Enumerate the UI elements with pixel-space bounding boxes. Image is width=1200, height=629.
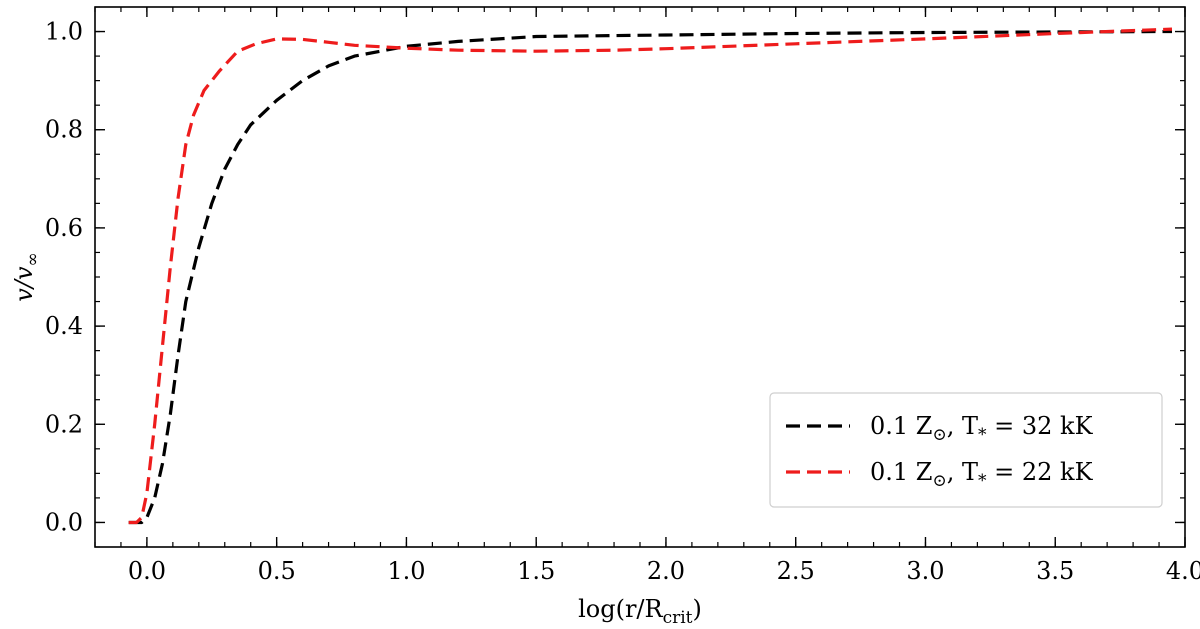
x-tick-label: 2.5 <box>777 557 815 585</box>
x-tick-label: 1.0 <box>387 557 425 585</box>
legend: 0.1 Z⊙, T* = 32 kK 0.1 Z⊙, T* = 22 kK <box>769 392 1163 508</box>
legend-label-2: 0.1 Z⊙, T* = 22 kK <box>870 458 1094 491</box>
y-axis-label: v/v∞ <box>10 252 43 301</box>
x-tick-label: 4.0 <box>1166 557 1200 585</box>
x-tick-label: 1.5 <box>517 557 555 585</box>
y-tick-label: 0.4 <box>45 312 83 340</box>
x-tick-label: 3.0 <box>906 557 944 585</box>
y-tick-label: 0.8 <box>45 116 83 144</box>
x-tick-label: 0.5 <box>258 557 296 585</box>
x-axis-label: log(r/Rcrit) <box>578 595 702 628</box>
y-tick-label: 0.0 <box>45 508 83 536</box>
y-tick-label: 0.6 <box>45 214 83 242</box>
tick-labels: 0.0 0.5 1.0 1.5 2.0 2.5 3.0 3.5 4.0 0.0 0.2 0.4 0.6 0… <box>45 18 1200 585</box>
plot-frame <box>94 6 1186 548</box>
y-tick-label: 0.2 <box>45 410 83 438</box>
x-tick-label: 3.5 <box>1036 557 1074 585</box>
series-line-2 <box>128 27 1173 525</box>
legend-box <box>769 392 1163 508</box>
legend-label-1: 0.1 Z⊙, T* = 32 kK <box>870 412 1094 445</box>
series-layer <box>128 27 1173 525</box>
x-tick-label: 0.0 <box>128 557 166 585</box>
x-tick-label: 2.0 <box>647 557 685 585</box>
series-line-1 <box>128 29 1173 525</box>
y-tick-label: 1.0 <box>45 18 83 46</box>
